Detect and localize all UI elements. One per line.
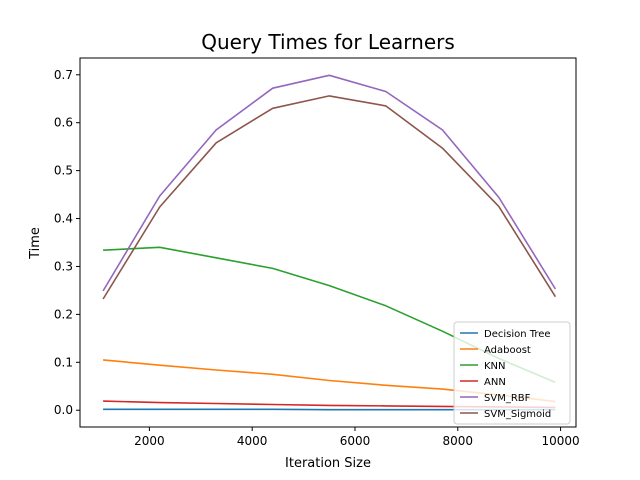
- legend-label: SVM_RBF: [484, 393, 531, 404]
- plot-area-frame: [79, 57, 577, 428]
- y-tick-label: 0.4: [54, 212, 73, 226]
- x-axis: 2000 4000 6000 8000 10000: [134, 427, 580, 448]
- y-axis: 0.0 0.1 0.2 0.3 0.4 0.5 0.6 0.7: [54, 68, 80, 417]
- y-tick-label: 0.0: [54, 403, 73, 417]
- series-line-5: [102, 95, 557, 300]
- legend-label: Adaboost: [484, 345, 531, 356]
- y-axis-label: Time: [28, 227, 43, 260]
- series-line-4: [102, 74, 557, 292]
- x-axis-label: Iteration Size: [285, 456, 371, 471]
- y-tick-label: 0.6: [54, 116, 73, 130]
- y-tick-label: 0.1: [54, 355, 73, 369]
- legend-label: KNN: [484, 361, 506, 372]
- x-tick-label: 2000: [134, 434, 165, 448]
- y-tick-label: 0.3: [54, 259, 73, 273]
- series-layer: [102, 74, 557, 411]
- chart-title: Query Times for Learners: [201, 30, 455, 54]
- y-tick-label: 0.7: [54, 68, 73, 82]
- legend-label: SVM_Sigmoid: [484, 409, 551, 420]
- legend: Decision Tree Adaboost KNN ANN SVM_RBF SVM_Si…: [453, 321, 571, 425]
- y-tick-label: 0.5: [54, 164, 73, 178]
- x-tick-label: 8000: [443, 434, 474, 448]
- y-tick-label: 0.2: [54, 307, 73, 321]
- legend-box: [453, 321, 571, 425]
- legend-label: Decision Tree: [484, 329, 551, 340]
- x-tick-label: 6000: [340, 434, 371, 448]
- x-tick-label: 4000: [237, 434, 268, 448]
- x-tick-label: 10000: [541, 434, 579, 448]
- legend-label: ANN: [484, 377, 506, 388]
